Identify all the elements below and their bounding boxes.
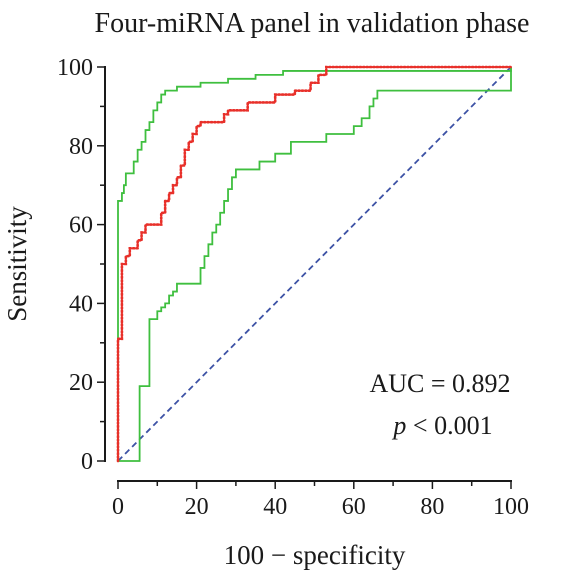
y-tick-label: 60 [69, 213, 93, 239]
series-layer [116, 65, 513, 463]
p-value: < 0.001 [406, 411, 492, 440]
series-ci-lower-line [118, 67, 512, 462]
p-symbol: p [391, 411, 406, 440]
y-tick-label: 40 [69, 291, 93, 317]
series-roc-line [116, 65, 513, 463]
x-axis-label: 100 − specificity [224, 540, 406, 570]
series-ci-upper-line [117, 67, 512, 461]
y-tick-label: 80 [69, 134, 93, 160]
y-tick-label: 100 [57, 55, 93, 81]
x-tick-label: 40 [263, 494, 287, 520]
y-tick-label: 20 [69, 370, 93, 396]
x-ticks: 0 20 40 60 80 100 [112, 481, 529, 520]
x-tick-label: 100 [493, 494, 529, 520]
p-value-annotation: p < 0.001 [391, 411, 492, 440]
y-axis-label: Sensitivity [2, 206, 32, 322]
x-tick-label: 20 [185, 494, 209, 520]
x-tick-label: 60 [342, 494, 366, 520]
chart-title: Four-miRNA panel in validation phase [95, 8, 530, 39]
x-tick-label: 0 [112, 494, 124, 520]
y-ticks: 0 20 40 60 80 100 [57, 55, 105, 475]
y-tick-label: 0 [81, 449, 93, 475]
series-reference-line [117, 66, 512, 462]
auc-annotation: AUC = 0.892 [369, 369, 510, 398]
x-tick-label: 80 [420, 494, 444, 520]
